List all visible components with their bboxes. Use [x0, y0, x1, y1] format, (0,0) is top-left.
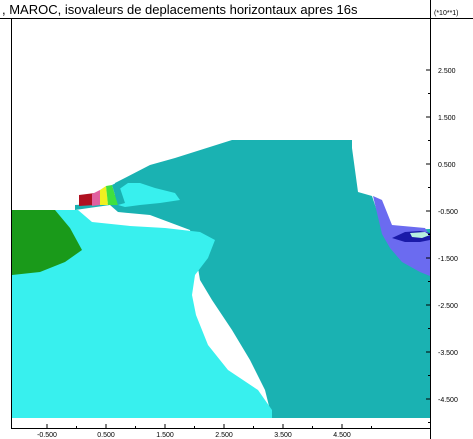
x-tick-label: -0.500: [37, 432, 57, 439]
x-tick-label: 1.500: [156, 432, 174, 439]
isovalue-regions: [12, 140, 430, 428]
x-tick-label: 0.500: [97, 432, 115, 439]
y-tick-label: -2.500: [438, 303, 458, 310]
bottom-strip: [12, 418, 430, 428]
region-pink: [92, 190, 100, 206]
x-tick-label: 3.500: [274, 432, 292, 439]
y-tick-label: -1.500: [438, 256, 458, 263]
y-tick-label: 2.500: [438, 68, 456, 75]
x-tick-label: 2.500: [215, 432, 233, 439]
x-tick-label: 4.500: [333, 432, 351, 439]
y-tick-label: -4.500: [438, 397, 458, 404]
y-tick-label: -3.500: [438, 350, 458, 357]
y-tick-label: 1.500: [438, 115, 456, 122]
y-tick-label: 0.500: [438, 162, 456, 169]
y-tick-label: -0.500: [438, 209, 458, 216]
